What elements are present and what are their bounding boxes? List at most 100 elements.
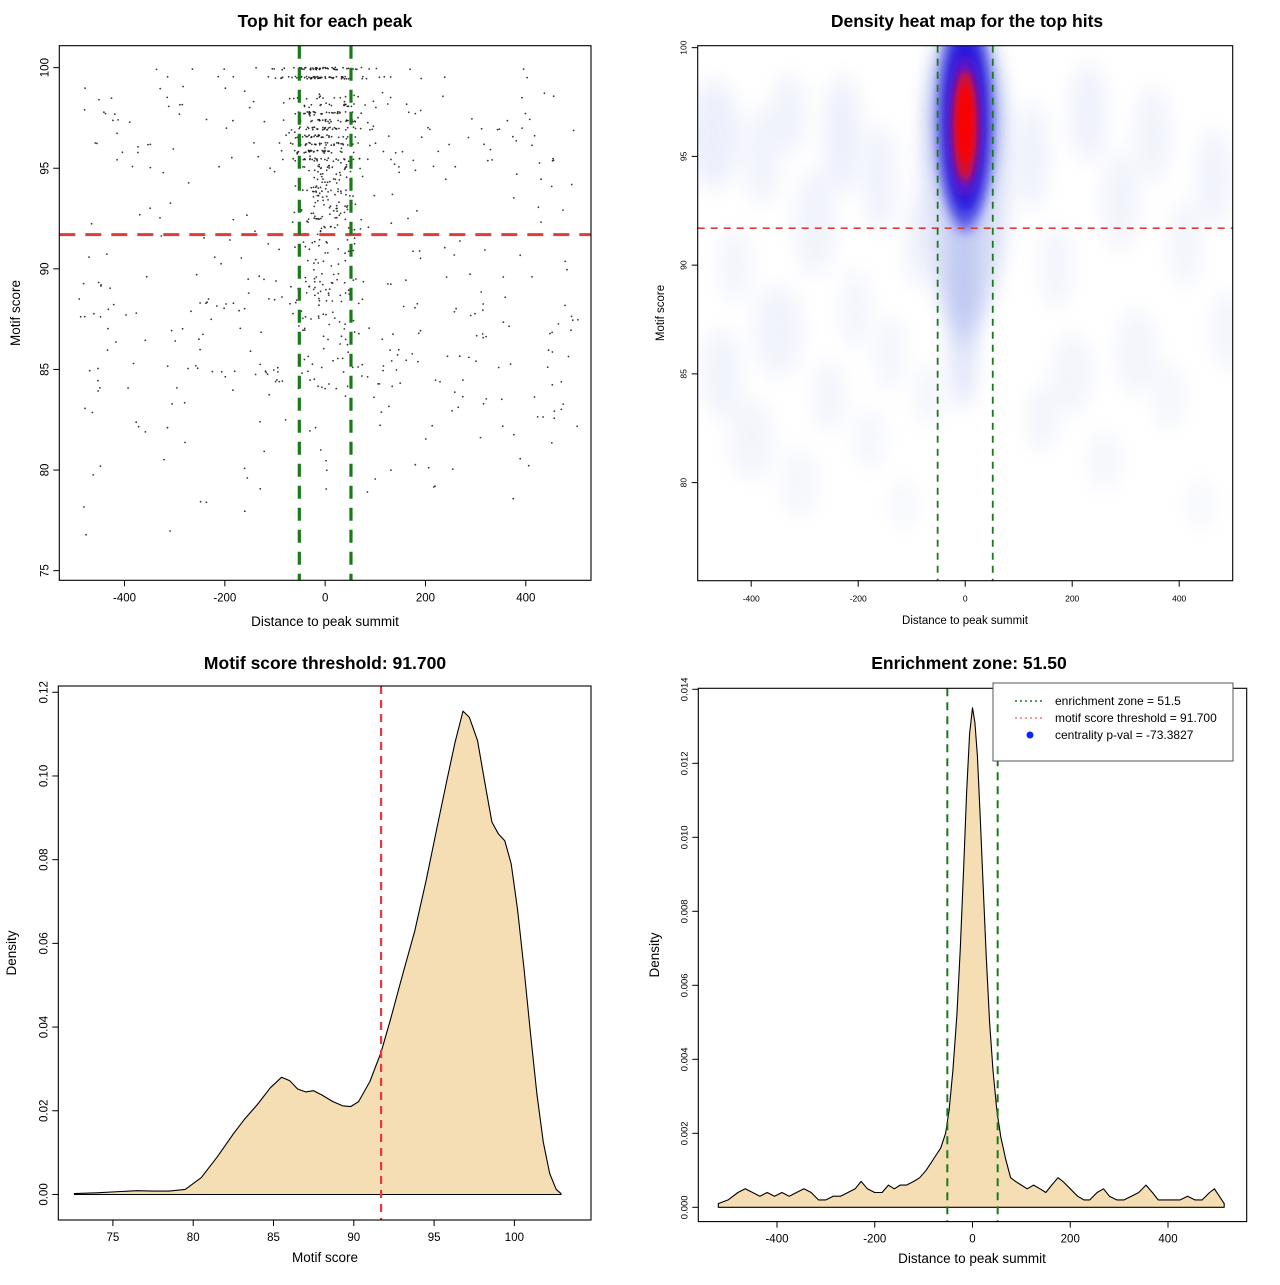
scatter-point bbox=[352, 195, 354, 198]
y-tick-label: 95 bbox=[39, 162, 51, 175]
x-tick-label: 0 bbox=[322, 592, 328, 604]
scatter-point bbox=[364, 104, 366, 106]
scatter-point bbox=[321, 128, 324, 131]
scatter-point bbox=[229, 239, 231, 241]
scatter-point bbox=[305, 128, 308, 131]
scatter-point bbox=[562, 403, 565, 405]
scatter-point bbox=[332, 359, 334, 362]
heatmap-noise-patch bbox=[1026, 383, 1059, 452]
scatter-point bbox=[388, 405, 390, 408]
scatter-point bbox=[326, 134, 328, 137]
scatter-point bbox=[85, 533, 87, 536]
scatter-point bbox=[538, 162, 541, 164]
heatmap-noise-patch bbox=[1102, 149, 1139, 250]
scatter-point bbox=[289, 302, 291, 305]
scatter-point bbox=[144, 339, 147, 342]
scatter-point bbox=[313, 205, 316, 208]
scatter-point bbox=[301, 189, 304, 192]
scatter-point bbox=[313, 135, 315, 138]
scatter-point bbox=[213, 256, 216, 258]
heatmap-noise-patch bbox=[1168, 199, 1201, 288]
scatter-point bbox=[310, 103, 313, 106]
scatter-point bbox=[232, 302, 235, 305]
scatter-point bbox=[331, 128, 334, 131]
heatmap-noise-patch bbox=[1052, 333, 1093, 414]
scatter-point bbox=[205, 118, 208, 121]
scatter-point bbox=[335, 204, 338, 207]
scatter-point bbox=[346, 136, 349, 138]
scatter-point bbox=[358, 157, 361, 160]
scatter-point bbox=[304, 158, 306, 161]
x-tick-label: -400 bbox=[765, 1234, 788, 1246]
scatter-point bbox=[167, 105, 170, 108]
scatter-point bbox=[310, 212, 313, 215]
scatter-point bbox=[357, 116, 359, 119]
scatter-point bbox=[482, 303, 485, 305]
scatter-point bbox=[98, 98, 100, 101]
scatter-point bbox=[394, 152, 397, 154]
scatter-point bbox=[105, 253, 108, 256]
scatter-point bbox=[537, 206, 540, 209]
scatter-point bbox=[313, 240, 316, 243]
scatter-point bbox=[318, 238, 321, 241]
scatter-point bbox=[309, 114, 311, 117]
scatter-point bbox=[316, 149, 319, 152]
scatter-point bbox=[218, 165, 221, 168]
scatter-point bbox=[337, 136, 340, 139]
scatter-point bbox=[316, 194, 319, 197]
scatter-point bbox=[310, 135, 313, 138]
scatter-point bbox=[335, 387, 338, 390]
scatter-point bbox=[323, 204, 325, 206]
scatter-point bbox=[308, 248, 311, 251]
scatter-point bbox=[107, 327, 109, 330]
scatter-point bbox=[292, 312, 294, 315]
scatter-point bbox=[303, 358, 306, 361]
scatter-point bbox=[480, 291, 483, 293]
scatter-point bbox=[512, 433, 515, 436]
scatter-point bbox=[285, 134, 287, 137]
scatter-point bbox=[386, 103, 389, 105]
scatter-point bbox=[301, 68, 304, 70]
scatter-point bbox=[265, 371, 268, 374]
scatter-point bbox=[412, 159, 415, 162]
scatter-point bbox=[458, 355, 461, 358]
scatter-point bbox=[308, 285, 311, 288]
scatter-point bbox=[110, 97, 113, 99]
scatter-point bbox=[571, 319, 574, 322]
scatter-point bbox=[314, 201, 317, 204]
scatter-point bbox=[335, 216, 338, 219]
scatter-point bbox=[322, 260, 325, 263]
scatter-point bbox=[326, 129, 328, 131]
scatter-point bbox=[322, 199, 324, 202]
heatmap-noise-patch bbox=[1116, 310, 1157, 395]
heatmap-noise-patch bbox=[889, 478, 918, 531]
scatter-point bbox=[246, 214, 248, 217]
x-axis-label: Distance to peak summit bbox=[902, 615, 1029, 627]
scatter-point bbox=[378, 76, 381, 79]
scatter-point bbox=[181, 103, 184, 106]
scatter-point bbox=[327, 199, 329, 201]
scatter-point bbox=[301, 372, 303, 374]
scatter-point bbox=[481, 333, 484, 335]
scatter-point bbox=[318, 119, 321, 122]
scatter-point bbox=[339, 174, 342, 177]
scatter-point bbox=[562, 209, 564, 212]
scatter-point bbox=[316, 199, 319, 202]
scatter-point bbox=[313, 126, 316, 129]
scatter-point bbox=[340, 143, 342, 145]
y-tick-label: 95 bbox=[679, 151, 689, 161]
x-tick-label: -200 bbox=[850, 594, 867, 604]
scatter-point bbox=[327, 191, 329, 193]
scatter-point bbox=[224, 87, 227, 90]
scatter-point bbox=[344, 75, 347, 78]
scatter-point bbox=[187, 367, 190, 370]
scatter-point bbox=[352, 319, 355, 322]
scatter-point bbox=[313, 262, 315, 264]
scatter-point bbox=[515, 140, 518, 142]
scatter-point bbox=[305, 97, 308, 100]
heatmap-noise-patch bbox=[1070, 62, 1107, 163]
scatter-point bbox=[328, 323, 331, 326]
scatter-point bbox=[292, 157, 295, 160]
scatter-point bbox=[351, 366, 354, 369]
scatter-point bbox=[353, 237, 356, 240]
